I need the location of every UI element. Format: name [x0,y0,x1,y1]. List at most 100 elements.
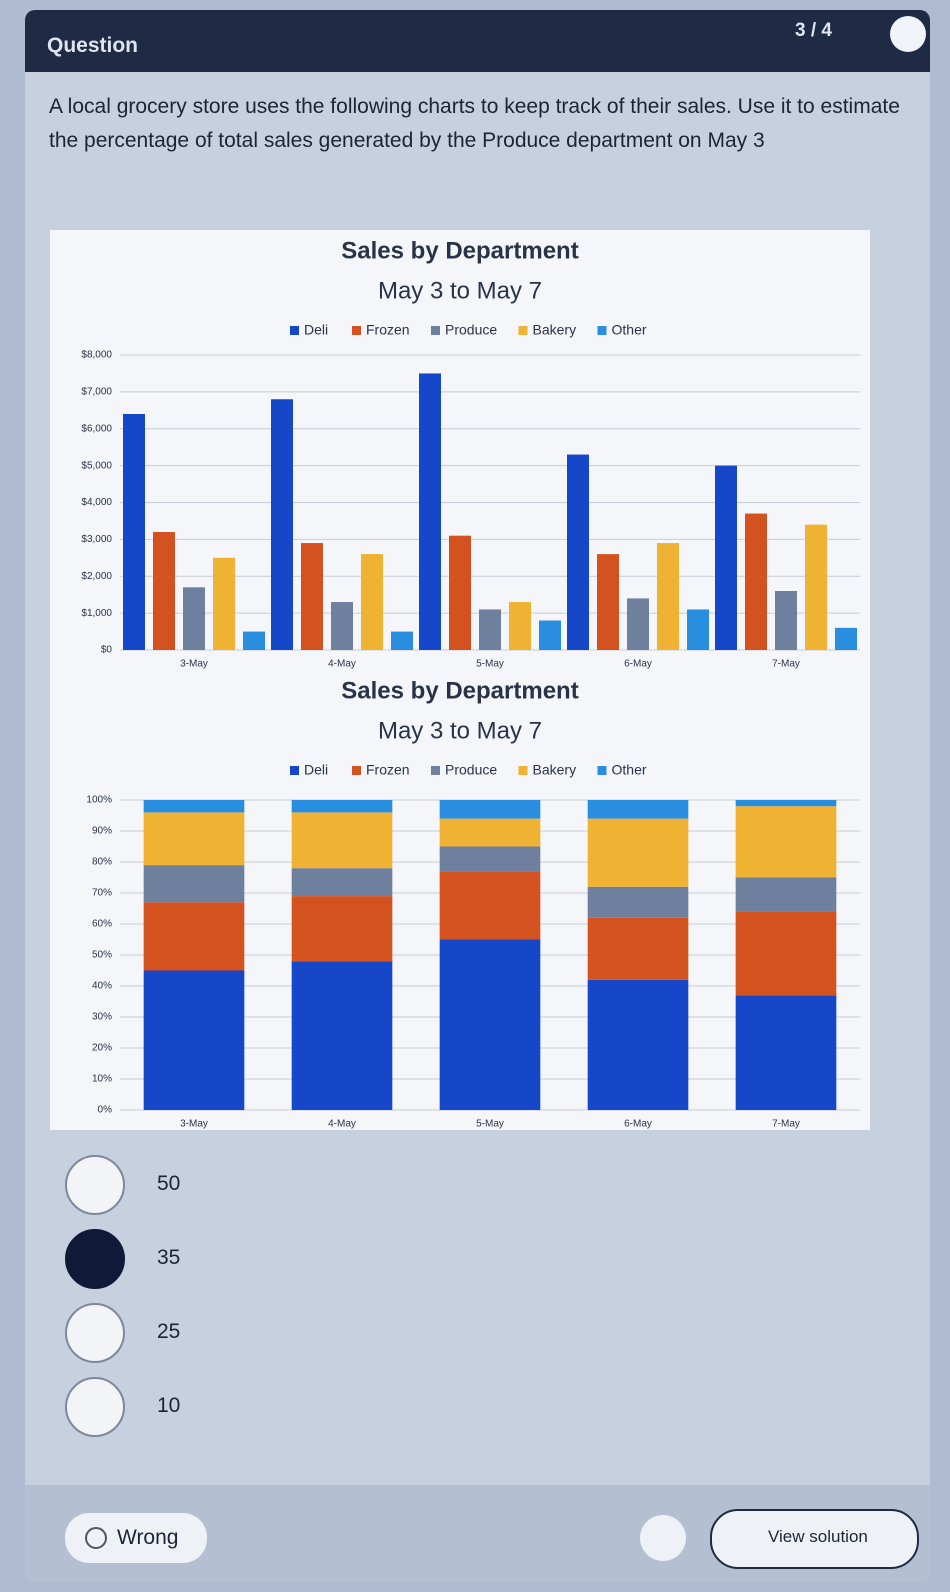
bar-segment [291,896,393,962]
radio[interactable] [65,1229,125,1289]
bar [243,631,265,650]
y-tick-label: 80% [92,857,112,868]
option-label: 35 [157,1246,181,1269]
y-tick-label: $3,000 [81,534,112,545]
header-title: Question [47,34,139,57]
answer-option[interactable]: 50 [65,1155,465,1215]
y-tick-label: 100% [86,795,112,806]
edit-button[interactable] [890,16,926,52]
option-label: 25 [157,1320,181,1343]
y-tick-label: 30% [92,1012,112,1023]
legend-swatch [290,326,299,335]
bar [687,609,709,650]
bar [627,598,649,650]
bar [509,602,531,650]
legend-label: Other [612,322,647,338]
radio[interactable] [65,1377,125,1437]
bar-segment [439,939,541,1110]
legend-swatch [518,766,528,775]
legend-swatch [597,766,607,775]
legend-label: Frozen [366,322,410,338]
x-tick-label: 7-May [772,1119,800,1130]
x-tick-label: 4-May [328,1119,356,1130]
y-tick-label: $2,000 [81,571,112,582]
y-tick-label: 40% [92,981,112,992]
y-tick-label: $7,000 [81,387,112,398]
legend-swatch [290,766,299,775]
y-tick-label: $4,000 [81,497,112,508]
bar [391,631,413,650]
legend-swatch [352,326,361,335]
legend-label: Frozen [366,762,410,778]
legend-swatch [597,326,607,335]
bar-segment [291,812,393,869]
bar-segment [439,846,541,872]
bar-segment [735,800,837,807]
flag-button[interactable] [640,1515,686,1561]
view-solution-button[interactable]: View solution [710,1509,919,1569]
footer: Wrong View solution [25,1485,930,1582]
answer-option[interactable]: 35 [65,1229,465,1289]
answer-option[interactable]: 25 [65,1303,465,1363]
legend-label: Produce [445,322,497,338]
y-tick-label: 50% [92,950,112,961]
bar [715,465,737,650]
bar [657,543,679,650]
bar [183,587,205,650]
bar [835,627,857,650]
x-tick-label: 3-May [180,659,208,670]
legend-label: Produce [445,762,497,778]
bar-segment [439,800,541,819]
chart-title: Sales by Department [341,237,578,264]
legend-label: Bakery [533,322,577,338]
chart-title: Sales by Department [341,677,578,704]
bar-segment [587,818,689,887]
bar [567,454,589,650]
view-solution-text: View solution [768,1527,868,1546]
y-tick-label: $8,000 [81,350,112,361]
bar-segment [143,865,245,903]
bar-chart: Sales by Department May 3 to May 7 Deli Fro… [50,230,870,670]
legend-label: Deli [304,322,328,338]
y-tick-label: 90% [92,826,112,837]
legend-swatch [431,766,440,775]
x-tick-label: 4-May [328,659,356,670]
y-tick-label: 0% [98,1105,113,1116]
result-badge: Wrong [65,1513,207,1563]
legend-label: Deli [304,762,328,778]
bar-segment [439,818,541,847]
x-tick-label: 7-May [772,659,800,670]
bar-segment [143,970,245,1110]
y-tick-label: $6,000 [81,423,112,434]
bar [539,620,561,650]
bar [123,414,145,650]
bar-segment [735,911,837,996]
bar [745,513,767,650]
y-tick-label: 60% [92,919,112,930]
wrong-icon [85,1527,107,1549]
bar [449,535,471,650]
bar [153,532,175,650]
bar-segment [735,806,837,878]
header: Question 3 / 4 [25,10,930,72]
answer-option[interactable]: 10 [65,1377,465,1437]
bar [271,399,293,650]
bar-segment [587,800,689,819]
bar-segment [439,871,541,940]
bar [301,543,323,650]
stacked-bar-chart: Sales by Department May 3 to May 7 Deli Fro… [50,670,870,1130]
bar-segment [587,917,689,980]
bar [331,602,353,650]
chart-subtitle: May 3 to May 7 [378,277,542,304]
bar-segment [291,868,393,897]
bar-segment [587,979,689,1110]
bar [479,609,501,650]
result-text: Wrong [117,1526,179,1549]
x-tick-label: 3-May [180,1119,208,1130]
radio[interactable] [65,1303,125,1363]
bar [213,557,235,650]
progress: 3 / 4 [795,20,832,41]
y-tick-label: $1,000 [81,608,112,619]
radio[interactable] [65,1155,125,1215]
